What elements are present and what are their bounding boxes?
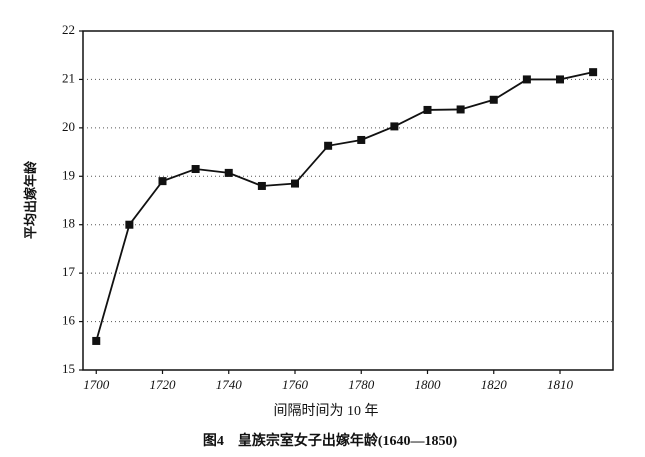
point	[556, 75, 564, 84]
y-tick-label: 19	[62, 167, 75, 182]
point	[456, 105, 465, 114]
x-tick-label: 1700	[83, 377, 110, 392]
y-tick-label: 21	[62, 70, 75, 85]
y-tick-label: 15	[62, 361, 75, 376]
plot-frame	[82, 30, 614, 371]
point	[158, 177, 167, 186]
point	[390, 122, 399, 131]
point	[191, 165, 200, 174]
x-tick-label: 1720	[150, 377, 177, 392]
x-tick-label: 1800	[415, 377, 442, 392]
point	[125, 220, 134, 229]
y-tick-label: 20	[62, 119, 75, 134]
x-tick-label: 1740	[216, 377, 243, 392]
y-tick-label: 22	[62, 22, 75, 37]
point	[489, 95, 498, 104]
y-tick-label: 18	[62, 216, 75, 231]
x-tick-label: 1760	[282, 377, 309, 392]
point	[522, 75, 531, 84]
point	[324, 141, 333, 150]
x-tick-label: 1820	[481, 377, 508, 392]
caption: 图4 皇族宗室女子出嫁年龄(1640—1850)	[203, 432, 458, 449]
x-tick-label: 1810	[547, 377, 574, 392]
x-axis-label: 间隔时间为 10 年	[274, 403, 379, 419]
y-axis-label: 平均出嫁年龄	[23, 160, 38, 239]
point	[257, 181, 266, 190]
point	[589, 68, 598, 77]
y-tick-label: 16	[62, 313, 76, 328]
y-tick-label: 17	[62, 264, 76, 279]
point	[92, 336, 101, 345]
point	[291, 179, 299, 188]
point	[224, 168, 233, 177]
x-tick-label: 1780	[348, 377, 375, 392]
line	[95, 71, 594, 342]
point	[357, 135, 366, 144]
point	[423, 105, 432, 114]
